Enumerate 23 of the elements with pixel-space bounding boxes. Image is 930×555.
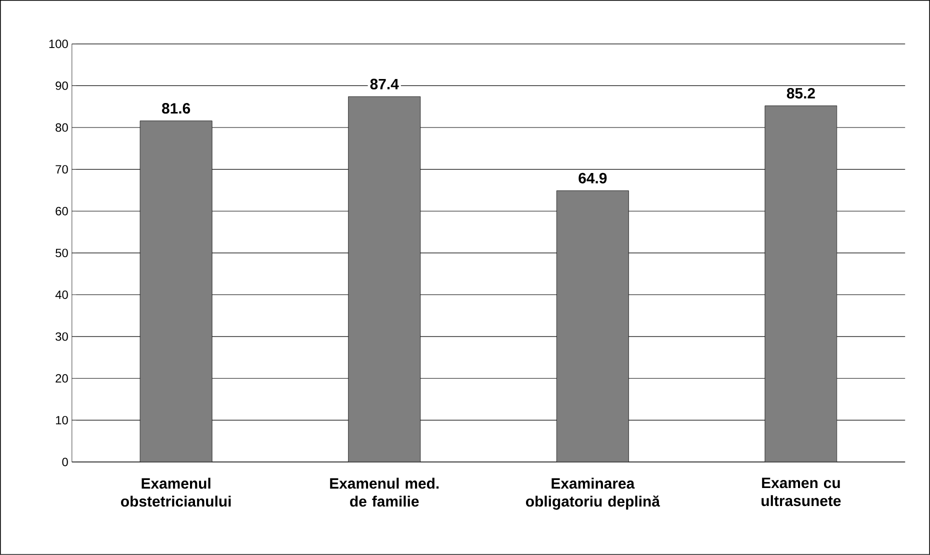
y-tick-label: 70 — [56, 165, 68, 174]
x-tick-label: Examinarea obligatoriu deplină — [526, 478, 660, 510]
y-tick-label: 30 — [56, 332, 68, 341]
y-tick-label: 90 — [56, 82, 68, 90]
x-tick-label: Examenul med. de familie — [330, 478, 439, 507]
bar — [140, 120, 212, 462]
y-tick-label: 60 — [56, 206, 68, 216]
bar — [764, 106, 838, 462]
x-tick-label: Examenul obstetricianului — [121, 478, 231, 507]
data-label: 81.6 — [162, 103, 190, 114]
data-label: 87.4 — [370, 78, 399, 90]
y-tick-label: 100 — [49, 40, 68, 48]
y-tick-label: 40 — [55, 290, 68, 300]
y-tick-label: 50 — [56, 248, 68, 258]
y-tick-label: 0 — [62, 458, 68, 466]
data-label: 85.2 — [786, 88, 815, 99]
bar — [348, 96, 421, 462]
x-tick-label: Examen cu ultrasunete — [762, 478, 841, 506]
y-tick-label: 20 — [56, 374, 68, 383]
y-tick-label: 80 — [56, 123, 68, 132]
y-tick-label: 10 — [56, 416, 68, 424]
data-label: 64.9 — [578, 172, 607, 184]
bar — [556, 190, 629, 462]
